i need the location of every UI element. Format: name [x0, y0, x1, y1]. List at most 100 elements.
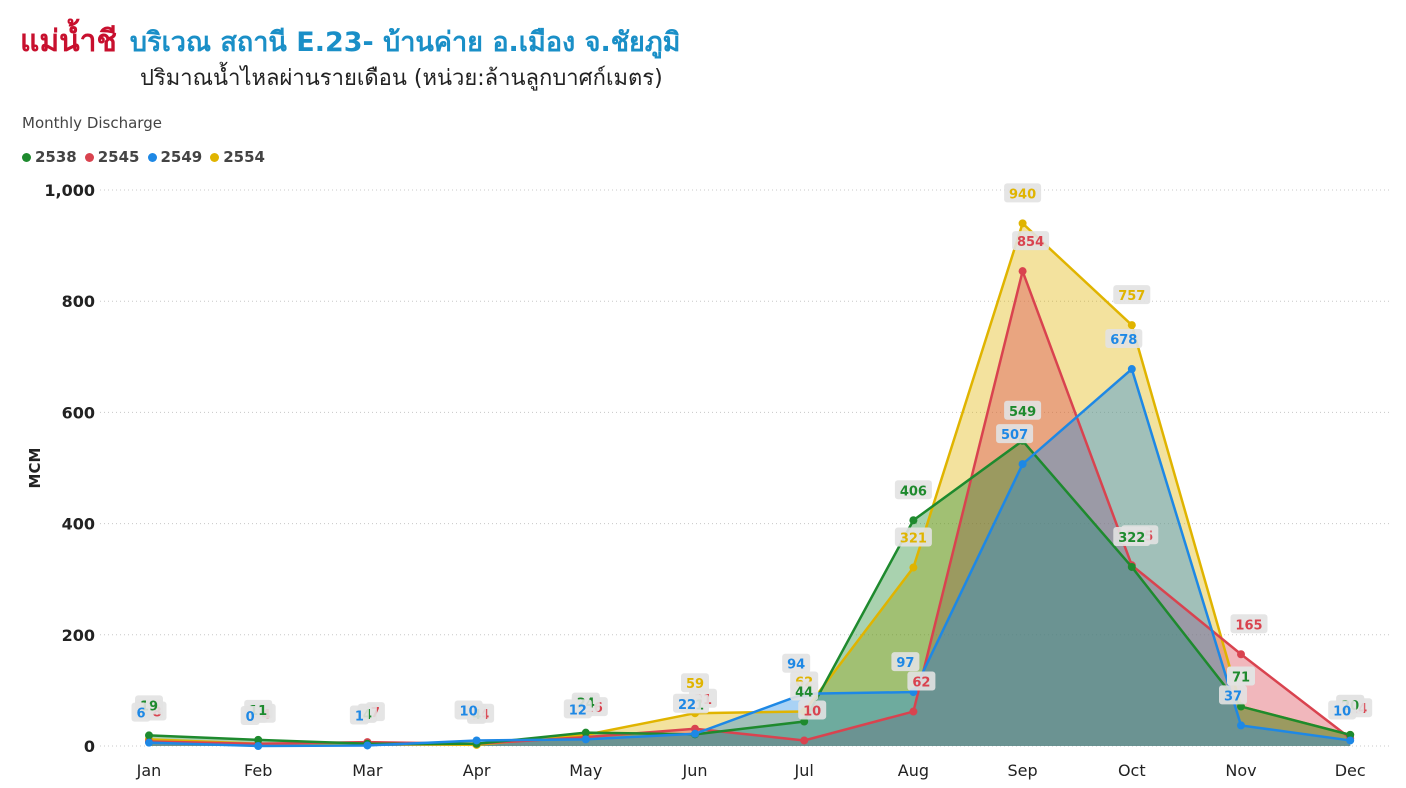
title-station: บริเวณ สถานี E.23- บ้านค่าย อ.เมือง จ.ชั… [129, 27, 681, 58]
x-tick-label: Mar [352, 761, 383, 780]
legend-item[interactable]: 2554 [210, 148, 265, 166]
data-label: 94 [787, 658, 805, 673]
data-label-bg [1004, 400, 1042, 420]
data-label: 44 [795, 686, 813, 701]
data-label-bg [454, 700, 483, 720]
data-point [145, 731, 153, 740]
data-point [1346, 736, 1355, 745]
data-point [1127, 562, 1136, 571]
data-point [909, 707, 918, 716]
data-label: 6 [136, 707, 145, 722]
data-label-bg [1227, 666, 1255, 686]
x-tick-label: Jul [794, 761, 814, 780]
x-tick-label: Jan [136, 761, 162, 780]
data-label-bg [131, 702, 151, 722]
data-label-bg [1012, 231, 1050, 251]
data-point [1127, 321, 1136, 330]
y-tick-label: 400 [62, 515, 95, 534]
data-point [909, 563, 918, 572]
legend-label: 2549 [160, 148, 203, 166]
data-label-bg [1004, 183, 1042, 203]
data-label-bg [1219, 685, 1247, 705]
legend-item[interactable]: 2538 [22, 148, 77, 166]
legend-dot [210, 152, 220, 162]
data-point [1346, 730, 1355, 739]
data-point [581, 728, 590, 737]
data-label: 165 [1235, 618, 1262, 633]
legend-dot [84, 152, 94, 162]
data-label: 59 [686, 677, 704, 692]
data-label: 678 [1110, 333, 1137, 348]
legend-item[interactable]: 2549 [147, 148, 203, 166]
data-point [254, 735, 263, 744]
line-series-2549 [148, 366, 1351, 748]
data-label: 22 [678, 698, 696, 713]
data-label-bg [798, 700, 827, 720]
data-label: 1 [355, 709, 364, 724]
data-point [1018, 219, 1027, 228]
data-point [145, 738, 153, 747]
x-tick-label: Sep [1008, 761, 1038, 780]
data-label-bg [782, 653, 811, 673]
data-label: 854 [1017, 235, 1044, 250]
y-axis-label: MCM [26, 448, 44, 489]
data-label-bg [1230, 614, 1268, 634]
line-series-2538 [148, 439, 1351, 746]
area-series-2549 [149, 369, 1351, 746]
data-point [800, 717, 809, 726]
data-point [363, 741, 372, 750]
area-series-2545 [149, 271, 1351, 746]
data-label-bg [681, 673, 709, 693]
data-label-bg [349, 705, 369, 725]
data-label-bg [240, 706, 260, 725]
area-series-2538 [149, 440, 1351, 746]
data-point [800, 736, 809, 745]
x-tick-label: Aug [898, 761, 929, 780]
legend-label: 2545 [97, 148, 140, 166]
data-point [1018, 267, 1027, 276]
x-tick-label: Oct [1118, 761, 1146, 780]
x-tick-label: Apr [463, 761, 491, 780]
data-label: 62 [912, 676, 930, 691]
data-point [1237, 721, 1245, 730]
y-tick-label: 800 [62, 292, 95, 311]
legend-item[interactable]: 2545 [84, 148, 140, 166]
data-label-bg [563, 699, 592, 719]
data-point [1018, 460, 1027, 469]
title-river: แม่น้ำชี [20, 24, 117, 59]
legend-label: 2554 [223, 148, 265, 166]
data-point [581, 735, 590, 744]
chart-title: Monthly Discharge [22, 114, 162, 132]
area-series-2554 [149, 223, 1351, 747]
data-label: 97 [896, 656, 914, 671]
x-tick-label: Dec [1335, 761, 1366, 780]
data-point [909, 516, 918, 525]
data-label: 71 [1232, 671, 1250, 686]
data-point [1127, 365, 1136, 374]
y-tick-label: 1,000 [44, 181, 95, 200]
data-label-bg [891, 652, 920, 672]
data-label: 322 [1118, 531, 1145, 546]
legend-dot [22, 152, 31, 162]
data-point [691, 729, 699, 738]
x-tick-label: Jun [682, 761, 708, 780]
x-tick-label: May [569, 761, 602, 780]
data-label: 10 [803, 704, 821, 719]
data-point [1237, 650, 1245, 659]
data-label: 757 [1118, 289, 1145, 304]
data-point [472, 736, 481, 745]
data-label-bg [1105, 329, 1143, 349]
data-label-bg [894, 480, 932, 500]
legend-dot [147, 152, 157, 162]
y-tick-label: 200 [62, 626, 95, 645]
data-label-bg [1113, 526, 1151, 546]
data-label-bg [907, 671, 936, 691]
data-label: 37 [1224, 689, 1242, 704]
data-label: 940 [1009, 187, 1036, 202]
data-label-bg [996, 424, 1034, 444]
data-point [254, 742, 263, 750]
data-label-bg [1328, 700, 1357, 720]
legend: 2538 2545 2549 2554 [22, 148, 265, 166]
data-label: 10 [460, 704, 478, 719]
